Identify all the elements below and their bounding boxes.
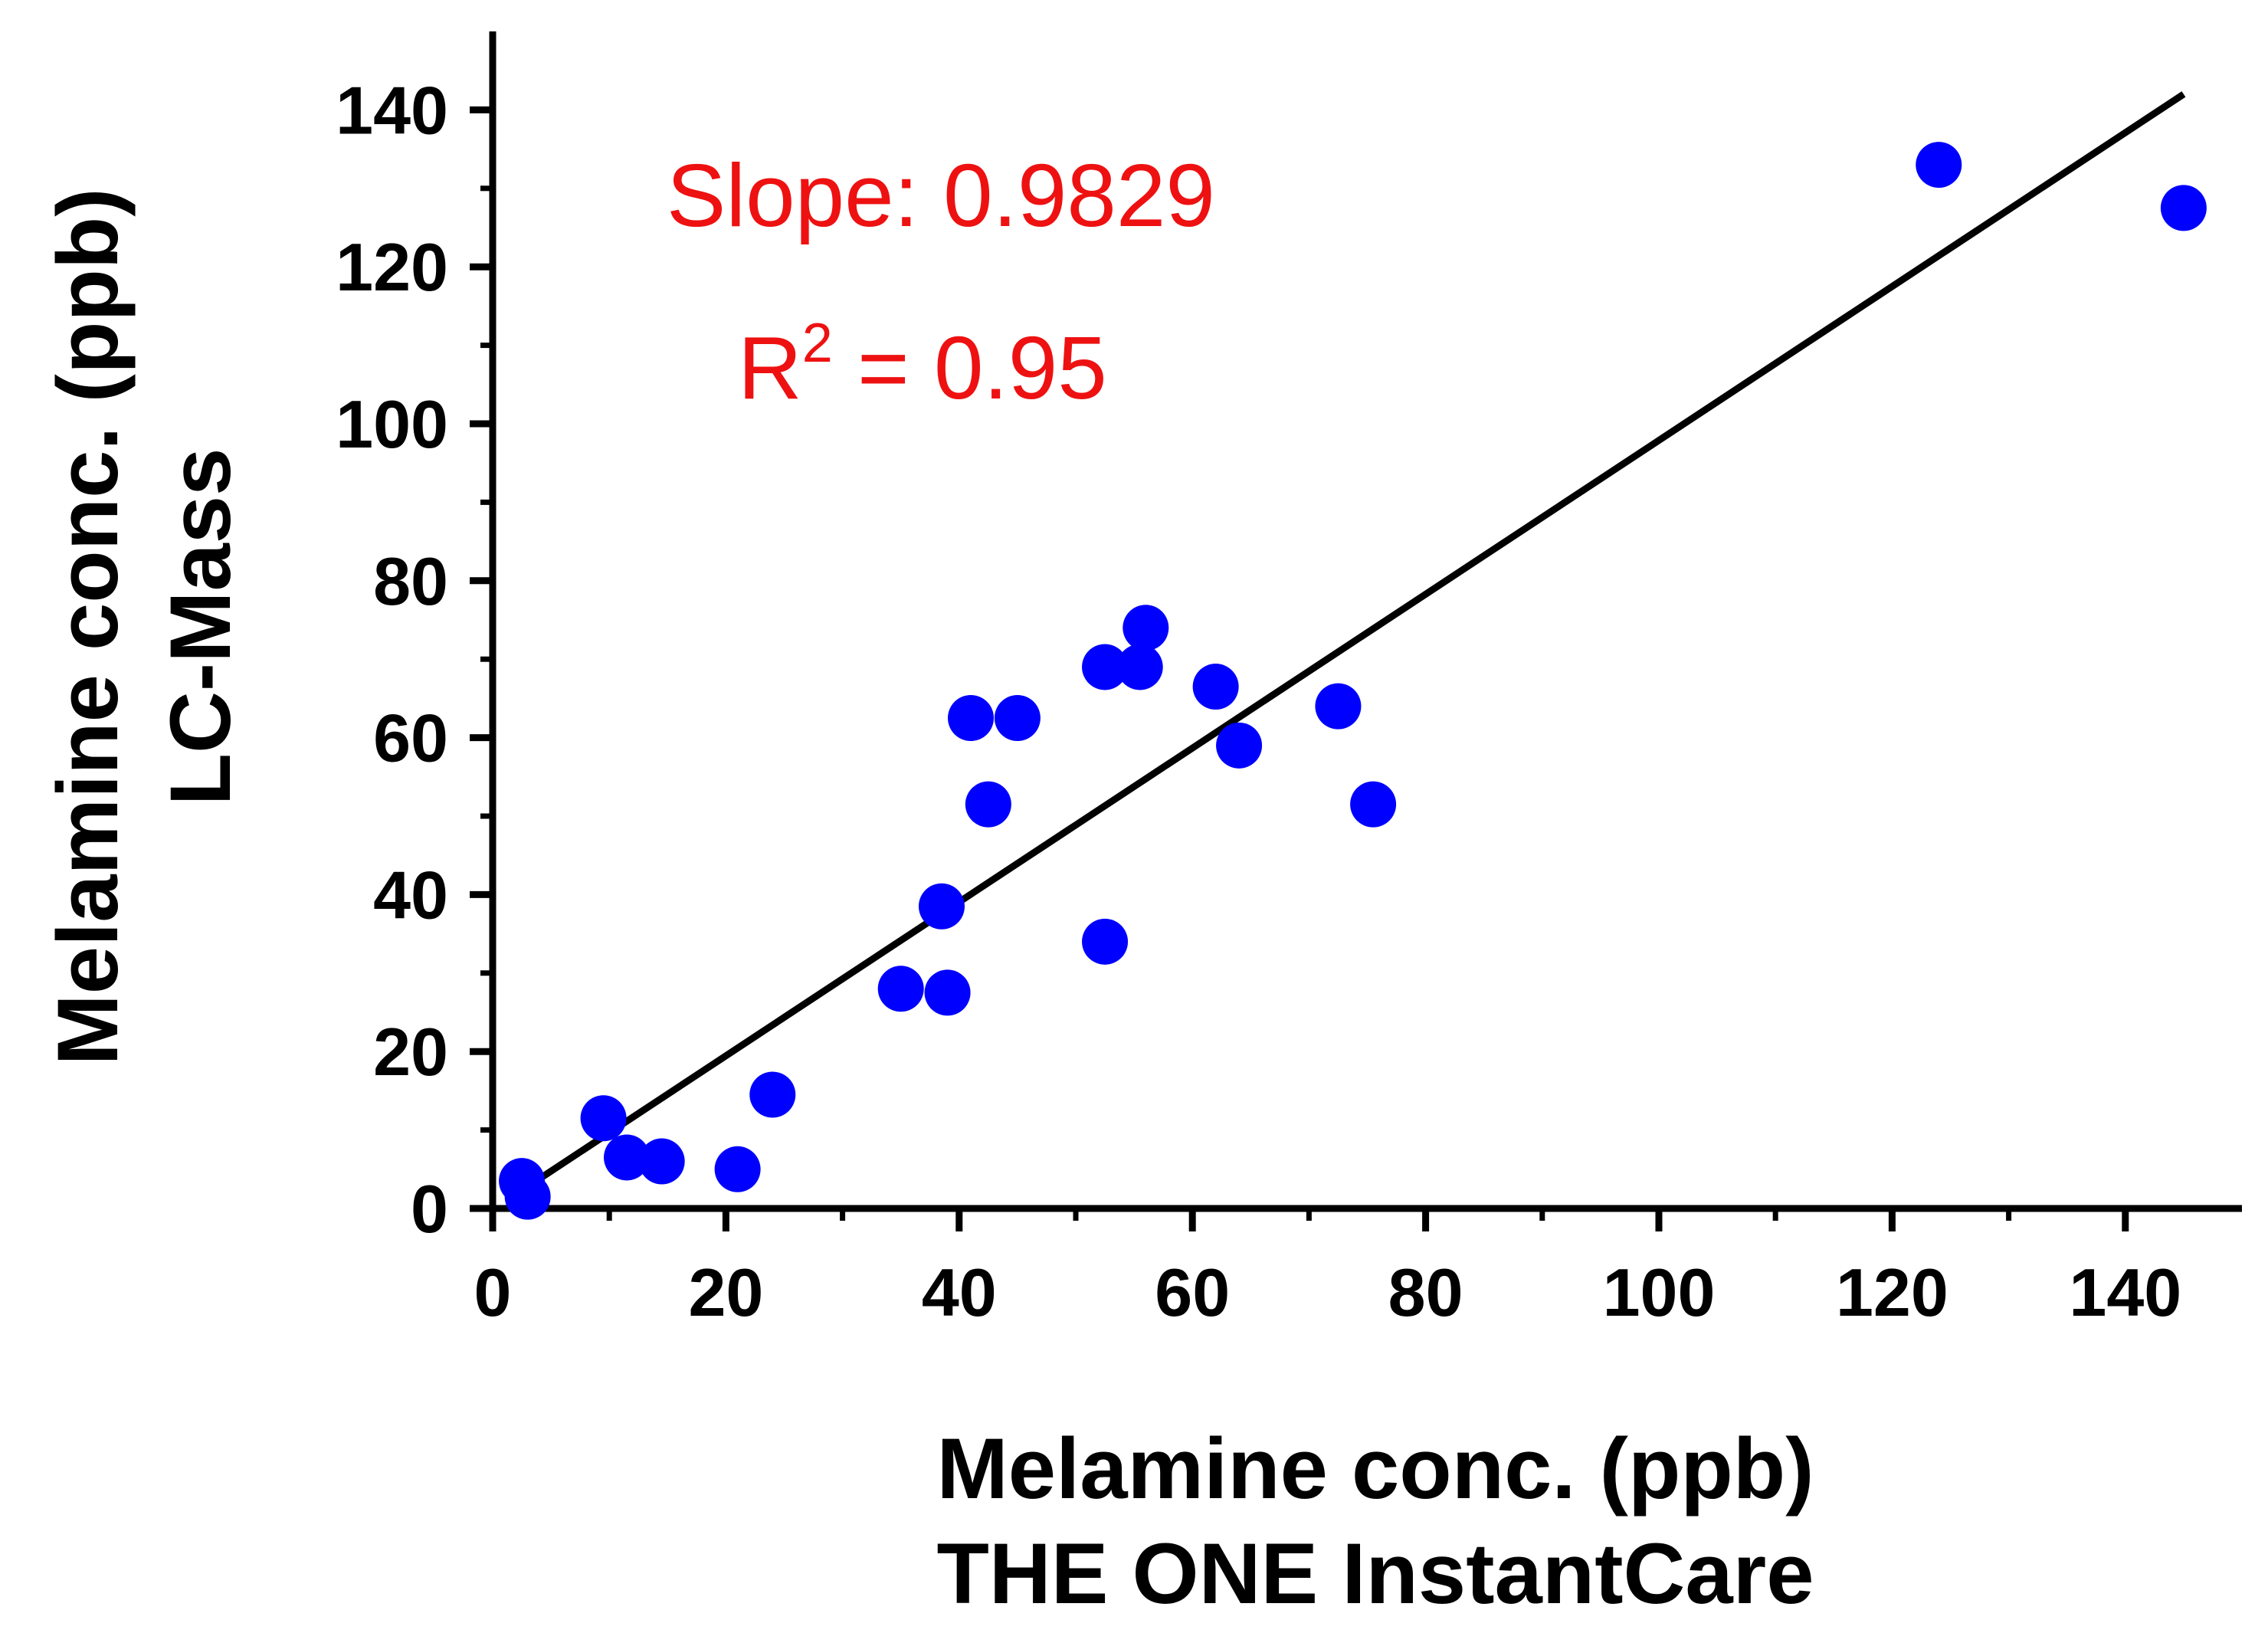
x-tick-label: 80 [1388, 1254, 1463, 1330]
y-tick-label: 120 [336, 229, 448, 305]
x-tick-label: 0 [474, 1254, 512, 1330]
data-point [994, 695, 1041, 741]
x-ticks: 0 20 40 60 80 100 120 140 [474, 1208, 2181, 1330]
y-ticks: 0 20 40 60 80 100 120 140 [336, 72, 493, 1247]
data-point [1192, 664, 1239, 710]
y-tick-label: 60 [373, 700, 448, 776]
data-point [877, 966, 924, 1012]
data-point [714, 1146, 761, 1192]
x-tick-label: 40 [922, 1254, 997, 1330]
data-point [1315, 683, 1362, 730]
data-point [1082, 644, 1129, 690]
x-tick-label: 120 [1836, 1254, 1948, 1330]
regression-line-group [519, 91, 2186, 1194]
data-point [1216, 722, 1263, 769]
data-point [1350, 781, 1397, 828]
data-point [604, 1134, 651, 1181]
data-point [580, 1095, 627, 1142]
y-tick-label: 140 [336, 72, 448, 148]
data-point [948, 695, 995, 741]
data-point [1082, 918, 1129, 965]
x-tick-label: 140 [2069, 1254, 2181, 1330]
x-tick-label: 100 [1603, 1254, 1716, 1330]
data-point [918, 883, 965, 930]
y-tick-label: 20 [373, 1014, 448, 1090]
data-point [965, 781, 1011, 828]
data-points [499, 142, 2207, 1220]
r-squared-annotation: R2 = 0.95 [738, 313, 1107, 418]
data-point [638, 1138, 685, 1185]
r-squared-symbol: R [738, 318, 802, 418]
r-squared-value: = 0.95 [833, 318, 1107, 418]
data-point [1123, 605, 1169, 651]
data-point [1916, 142, 1962, 189]
y-axis-title-line2: LC-Mass [152, 448, 248, 806]
r-squared-superscript: 2 [802, 313, 833, 374]
x-tick-label: 60 [1155, 1254, 1230, 1330]
y-tick-label: 100 [336, 386, 448, 462]
x-axis-title-line2: THE ONE InstantCare [936, 1526, 1814, 1622]
data-point [924, 969, 971, 1016]
data-point [504, 1173, 551, 1220]
y-tick-label: 0 [411, 1171, 448, 1247]
data-point [1116, 644, 1163, 690]
y-tick-label: 40 [373, 857, 448, 933]
data-point [2160, 185, 2207, 231]
data-point [749, 1071, 796, 1118]
axes [489, 31, 2242, 1212]
slope-annotation: Slope: 0.9829 [667, 146, 1215, 245]
y-axis-title-line1: Melamine conc. (ppb) [40, 189, 136, 1066]
x-tick-label: 20 [688, 1254, 763, 1330]
regression-line [519, 91, 2186, 1194]
y-tick-label: 80 [373, 543, 448, 619]
x-axis-title-line1: Melamine conc. (ppb) [937, 1421, 1814, 1517]
